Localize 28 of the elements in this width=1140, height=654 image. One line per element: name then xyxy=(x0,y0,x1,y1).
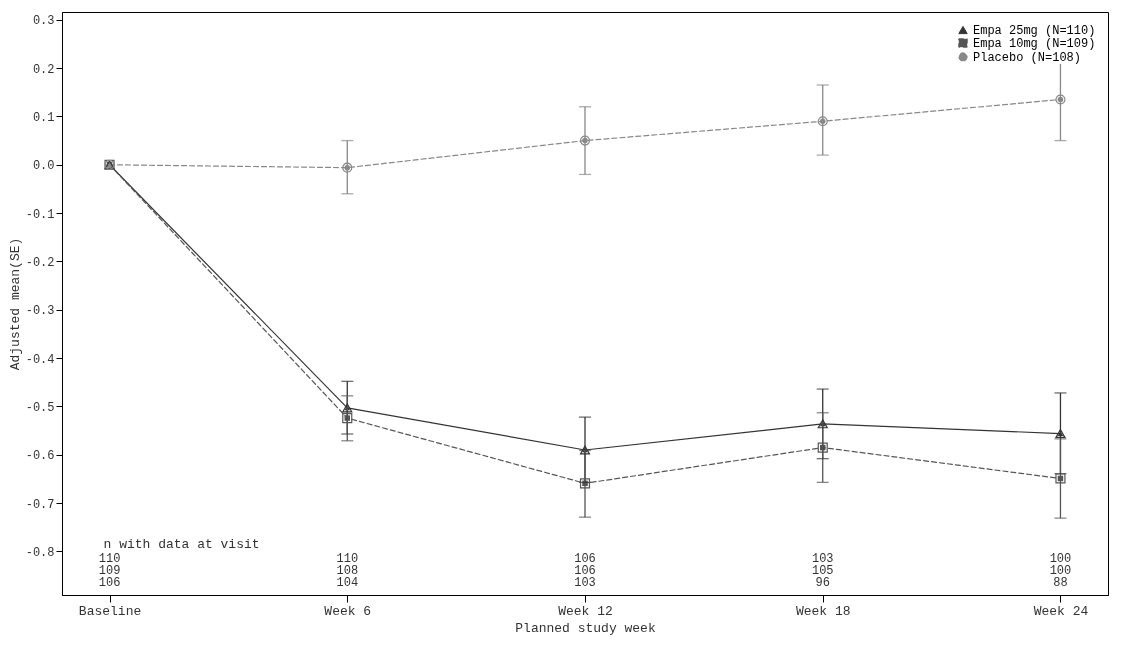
x-tick-label: Week 6 xyxy=(324,603,372,619)
annotation: 110 108 104 xyxy=(336,552,359,590)
y-tick-label: -0.6 xyxy=(25,449,55,464)
y-tick-label: -0.8 xyxy=(25,545,55,560)
legend-label: Placebo (N=108) xyxy=(973,51,1082,65)
annotation: 103 105 96 xyxy=(811,552,834,590)
y-tick-label: 0.3 xyxy=(32,14,55,29)
y-tick-label: -0.5 xyxy=(25,400,55,415)
legend-label: Empa 25mg (N=110) xyxy=(973,24,1096,38)
y-axis-title: Adjusted mean(SE) xyxy=(7,237,23,371)
annotation: 110 109 106 xyxy=(98,552,121,590)
x-tick-label: Week 18 xyxy=(795,603,851,619)
y-tick-label: -0.4 xyxy=(25,352,55,367)
x-axis-title: Planned study week xyxy=(515,620,656,636)
y-tick-label: 0.1 xyxy=(32,110,55,125)
y-tick-label: -0.2 xyxy=(25,255,55,270)
y-tick-label: -0.1 xyxy=(25,207,55,222)
x-tick-label: Week 24 xyxy=(1033,603,1089,619)
y-tick-label: 0.2 xyxy=(32,62,55,77)
annotation: 100 100 88 xyxy=(1049,552,1072,590)
y-tick-label: -0.3 xyxy=(25,304,55,319)
annotation: 106 106 103 xyxy=(574,552,596,590)
annotation: n with data at visit xyxy=(103,537,260,552)
x-tick-label: Baseline xyxy=(78,603,142,619)
legend-label: Empa 10mg (N=109) xyxy=(973,37,1096,51)
y-tick-label: 0.0 xyxy=(32,159,55,174)
x-tick-label: Week 12 xyxy=(558,603,613,619)
y-tick-label: -0.7 xyxy=(25,497,55,512)
